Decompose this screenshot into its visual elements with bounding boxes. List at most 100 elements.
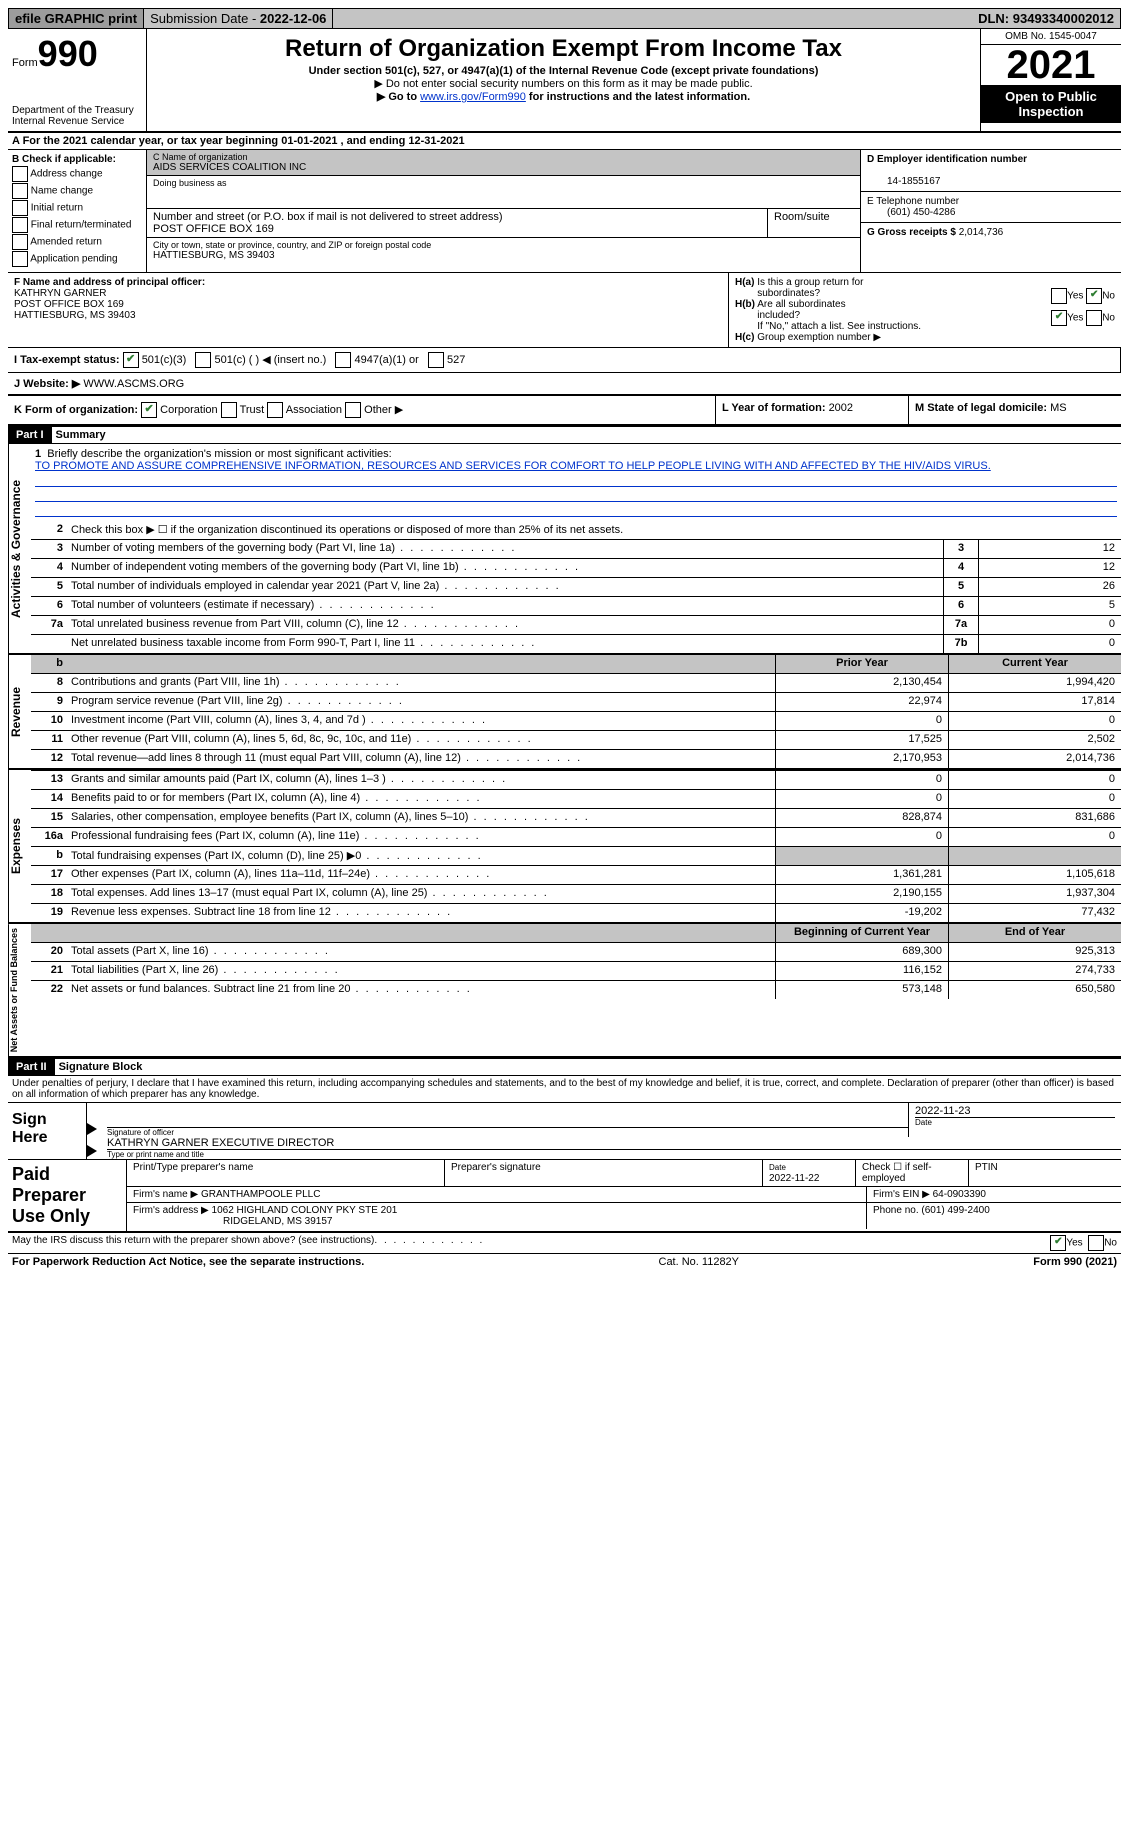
- firm-address: Firm's address ▶ 1062 HIGHLAND COLONY PK…: [127, 1203, 867, 1229]
- firm-ein: Firm's EIN ▶ 64-0903390: [867, 1187, 1121, 1202]
- paperwork-notice: For Paperwork Reduction Act Notice, see …: [12, 1256, 364, 1268]
- state-domicile: M State of legal domicile: MS: [909, 396, 1121, 424]
- preparer-sig-header: Preparer's signature: [445, 1160, 763, 1186]
- summary-row: 10Investment income (Part VIII, column (…: [31, 711, 1121, 730]
- side-expenses: Expenses: [8, 770, 31, 922]
- col-b-checkboxes: B Check if applicable: Address change Na…: [8, 150, 147, 272]
- summary-row: 16aProfessional fundraising fees (Part I…: [31, 827, 1121, 846]
- checkbox-amended[interactable]: [12, 234, 28, 250]
- q2-discontinued: Check this box ▶ ☐ if the organization d…: [67, 521, 1121, 539]
- row-a-tax-year: A For the 2021 calendar year, or tax yea…: [8, 133, 1121, 150]
- header-prior-year: Prior Year: [775, 655, 948, 673]
- discuss-row: May the IRS discuss this return with the…: [8, 1233, 1121, 1254]
- penalty-statement: Under penalties of perjury, I declare th…: [8, 1076, 1121, 1103]
- gross-receipts-cell: G Gross receipts $ 2,014,736: [861, 223, 1121, 242]
- part-ii-header: Part II Signature Block: [8, 1058, 1121, 1076]
- tax-year: 2021: [981, 45, 1121, 85]
- summary-row: 6Total number of volunteers (estimate if…: [31, 596, 1121, 615]
- summary-row: 19Revenue less expenses. Subtract line 1…: [31, 903, 1121, 922]
- summary-row: 3Number of voting members of the governi…: [31, 539, 1121, 558]
- checkbox-address-change[interactable]: [12, 166, 28, 182]
- footer: For Paperwork Reduction Act Notice, see …: [8, 1254, 1121, 1270]
- ha-no[interactable]: ✔: [1086, 288, 1102, 304]
- header-begin-year: Beginning of Current Year: [775, 924, 948, 942]
- form-subtitle: Under section 501(c), 527, or 4947(a)(1)…: [151, 65, 976, 77]
- summary-row: 9Program service revenue (Part VIII, lin…: [31, 692, 1121, 711]
- privacy-note: ▶ Do not enter social security numbers o…: [151, 77, 976, 90]
- summary-row: 12Total revenue—add lines 8 through 11 (…: [31, 749, 1121, 768]
- h-c-exemption: H(c) Group exemption number ▶: [735, 332, 1115, 343]
- hb-yes[interactable]: ✔: [1051, 310, 1067, 326]
- summary-row: 20Total assets (Part X, line 16)689,3009…: [31, 942, 1121, 961]
- form-reference: Form 990 (2021): [1033, 1256, 1117, 1268]
- summary-row: 17Other expenses (Part IX, column (A), l…: [31, 865, 1121, 884]
- website-row: J Website: ▶ WWW.ASCMS.ORG: [8, 373, 1121, 394]
- year-formation: L Year of formation: 2002: [716, 396, 909, 424]
- firm-name: Firm's name ▶ GRANTHAMPOOLE PLLC: [127, 1187, 867, 1202]
- side-revenue: Revenue: [8, 655, 31, 768]
- discuss-no[interactable]: [1088, 1235, 1104, 1251]
- checkbox-final-return[interactable]: [12, 217, 28, 233]
- check-other[interactable]: [345, 402, 361, 418]
- summary-row: 7aTotal unrelated business revenue from …: [31, 615, 1121, 634]
- form-title: Return of Organization Exempt From Incom…: [151, 35, 976, 63]
- ein-cell: D Employer identification number 14-1855…: [861, 150, 1121, 192]
- firm-phone: Phone no. (601) 499-2400: [867, 1203, 1121, 1229]
- ptin-header: PTIN: [969, 1160, 1121, 1186]
- efile-print-button[interactable]: efile GRAPHIC print: [9, 9, 144, 28]
- street-address-cell: Number and street (or P.O. box if mail i…: [147, 209, 768, 237]
- identity-block: B Check if applicable: Address change Na…: [8, 150, 1121, 273]
- form-number: Form990: [12, 33, 142, 75]
- summary-row: 8Contributions and grants (Part VIII, li…: [31, 673, 1121, 692]
- summary-row: 18Total expenses. Add lines 13–17 (must …: [31, 884, 1121, 903]
- check-501c[interactable]: [195, 352, 211, 368]
- check-4947[interactable]: [335, 352, 351, 368]
- mission-text[interactable]: TO PROMOTE AND ASSURE COMPREHENSIVE INFO…: [35, 460, 991, 472]
- instructions-link-row: ▶ Go to www.irs.gov/Form990 for instruct…: [151, 90, 976, 103]
- preparer-date: Date2022-11-22: [763, 1160, 856, 1186]
- dba-cell: Doing business as: [147, 176, 860, 209]
- ha-yes[interactable]: [1051, 288, 1067, 304]
- dln: DLN: 93493340002012: [972, 9, 1120, 28]
- catalog-number: Cat. No. 11282Y: [659, 1256, 740, 1268]
- side-activities-governance: Activities & Governance: [8, 444, 31, 653]
- officer-group-block: F Name and address of principal officer:…: [8, 273, 1121, 348]
- paid-preparer-block: Paid Preparer Use Only Print/Type prepar…: [8, 1160, 1121, 1233]
- irs-link[interactable]: www.irs.gov/Form990: [420, 91, 526, 103]
- check-corporation[interactable]: ✔: [141, 402, 157, 418]
- summary-row: 13Grants and similar amounts paid (Part …: [31, 770, 1121, 789]
- mission-block: 1 Briefly describe the organization's mi…: [31, 444, 1121, 521]
- row-k-form-org: K Form of organization: ✔ Corporation Tr…: [8, 396, 1121, 426]
- checkbox-initial-return[interactable]: [12, 200, 28, 216]
- submission-date: Submission Date - 2022-12-06: [144, 9, 333, 28]
- summary-row: 21Total liabilities (Part X, line 26)116…: [31, 961, 1121, 980]
- discuss-yes[interactable]: ✔: [1050, 1235, 1066, 1251]
- department: Department of the Treasury Internal Reve…: [12, 105, 142, 127]
- summary-row: 4Number of independent voting members of…: [31, 558, 1121, 577]
- checkbox-app-pending[interactable]: [12, 251, 28, 267]
- check-527[interactable]: [428, 352, 444, 368]
- summary-row: 14Benefits paid to or for members (Part …: [31, 789, 1121, 808]
- check-association[interactable]: [267, 402, 283, 418]
- part-i-header: Part I Summary: [8, 426, 1121, 444]
- self-employed-check: Check ☐ if self-employed: [856, 1160, 969, 1186]
- open-to-public: Open to Public Inspection: [981, 85, 1121, 123]
- city-cell: City or town, state or province, country…: [147, 238, 860, 263]
- summary-row: bTotal fundraising expenses (Part IX, co…: [31, 846, 1121, 865]
- hb-no[interactable]: [1086, 310, 1102, 326]
- form-header: Form990 Department of the Treasury Inter…: [8, 29, 1121, 133]
- summary-row: 15Salaries, other compensation, employee…: [31, 808, 1121, 827]
- h-a-group-return: H(a) Is this a group return for subordin…: [735, 277, 1115, 299]
- phone-cell: E Telephone number (601) 450-4286: [861, 192, 1121, 223]
- check-501c3[interactable]: ✔: [123, 352, 139, 368]
- summary-row: 22Net assets or fund balances. Subtract …: [31, 980, 1121, 999]
- summary-row: 5Total number of individuals employed in…: [31, 577, 1121, 596]
- header-current-year: Current Year: [948, 655, 1121, 673]
- sign-arrow-icon: [87, 1123, 97, 1135]
- checkbox-name-change[interactable]: [12, 183, 28, 199]
- top-toolbar: efile GRAPHIC print Submission Date - 20…: [8, 8, 1121, 29]
- header-end-year: End of Year: [948, 924, 1121, 942]
- org-name-cell: C Name of organization AIDS SERVICES COA…: [147, 150, 860, 176]
- principal-officer: F Name and address of principal officer:…: [8, 273, 729, 347]
- check-trust[interactable]: [221, 402, 237, 418]
